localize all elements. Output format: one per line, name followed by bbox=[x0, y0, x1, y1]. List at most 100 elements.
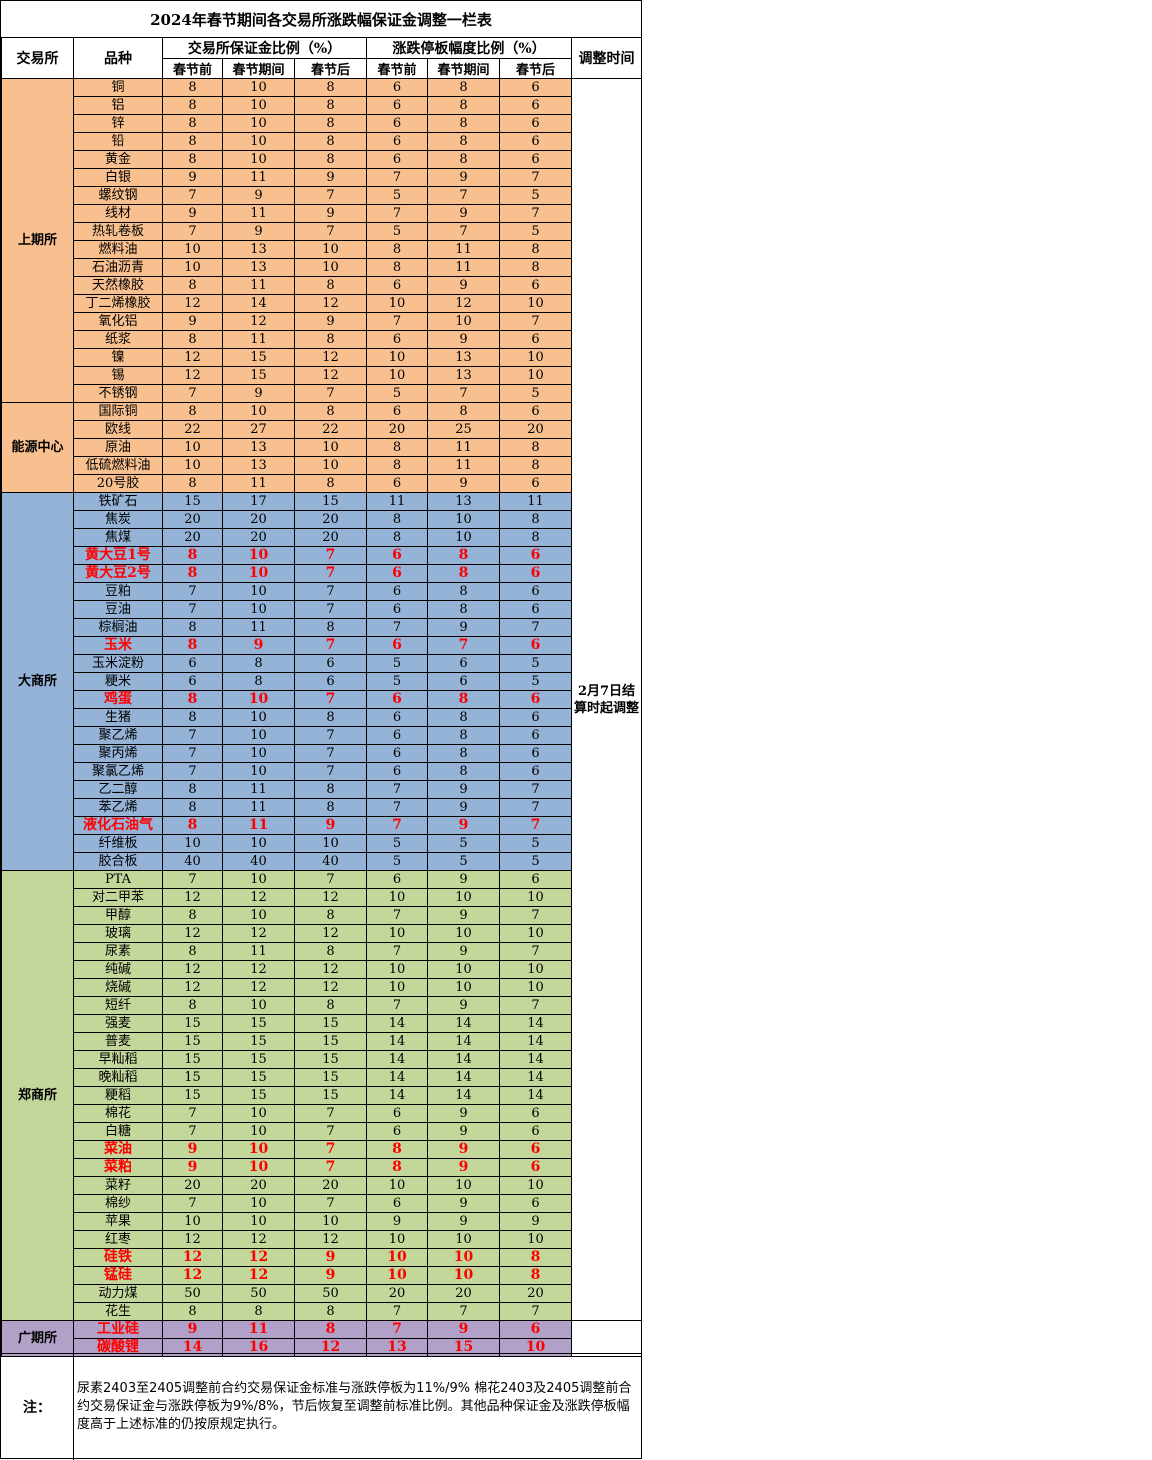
limit-value-cell: 7 bbox=[499, 618, 572, 637]
limit-value-cell: 8 bbox=[427, 600, 500, 619]
limit-value-cell: 10 bbox=[366, 978, 428, 997]
variety-cell: 镍 bbox=[73, 348, 163, 367]
margin-value-cell: 20 bbox=[294, 528, 367, 547]
margin-value-cell: 11 bbox=[222, 168, 295, 187]
margin-value-cell: 20 bbox=[162, 528, 223, 547]
limit-value-cell: 9 bbox=[427, 618, 500, 637]
limit-value-cell: 10 bbox=[427, 510, 500, 529]
limit-value-cell: 13 bbox=[427, 348, 500, 367]
margin-value-cell: 8 bbox=[294, 402, 367, 421]
variety-cell: 国际铜 bbox=[73, 402, 163, 421]
margin-value-cell: 15 bbox=[294, 1068, 367, 1087]
margin-value-cell: 9 bbox=[294, 312, 367, 331]
margin-value-cell: 12 bbox=[222, 1248, 295, 1267]
limit-value-cell: 9 bbox=[427, 1212, 500, 1231]
table-row: 20号胶 8 11 8 6 9 6 bbox=[2, 474, 642, 493]
margin-value-cell: 9 bbox=[162, 312, 223, 331]
margin-value-cell: 8 bbox=[294, 96, 367, 115]
margin-value-cell: 10 bbox=[222, 1158, 295, 1177]
margin-value-cell: 9 bbox=[222, 636, 295, 655]
limit-value-cell: 9 bbox=[427, 474, 500, 493]
margin-value-cell: 12 bbox=[294, 960, 367, 979]
limit-value-cell: 9 bbox=[427, 1104, 500, 1123]
margin-value-cell: 15 bbox=[222, 1014, 295, 1033]
limit-value-cell: 6 bbox=[499, 744, 572, 763]
header-margin-group: 交易所保证金比例（%） bbox=[162, 37, 367, 59]
table-row: 粳米 6 8 6 5 6 5 bbox=[2, 672, 642, 691]
limit-value-cell: 7 bbox=[499, 906, 572, 925]
margin-value-cell: 10 bbox=[294, 258, 367, 277]
margin-value-cell: 7 bbox=[294, 636, 367, 655]
limit-value-cell: 10 bbox=[499, 366, 572, 385]
header-limit-before: 春节前 bbox=[366, 58, 428, 79]
margin-value-cell: 20 bbox=[222, 1176, 295, 1195]
header-limit-after: 春节后 bbox=[499, 58, 572, 79]
limit-value-cell: 5 bbox=[366, 672, 428, 691]
variety-cell: 动力煤 bbox=[73, 1284, 163, 1303]
limit-value-cell: 7 bbox=[427, 1302, 500, 1321]
margin-value-cell: 6 bbox=[162, 654, 223, 673]
margin-value-cell: 12 bbox=[162, 1248, 223, 1267]
limit-value-cell: 6 bbox=[366, 600, 428, 619]
limit-value-cell: 6 bbox=[427, 672, 500, 691]
margin-value-cell: 8 bbox=[162, 96, 223, 115]
margin-value-cell: 10 bbox=[222, 1122, 295, 1141]
limit-value-cell: 20 bbox=[366, 1284, 428, 1303]
limit-value-cell: 9 bbox=[427, 870, 500, 889]
margin-value-cell: 9 bbox=[162, 1320, 223, 1339]
margin-value-cell: 7 bbox=[162, 1194, 223, 1213]
table-row: 线材 9 11 9 7 9 7 bbox=[2, 204, 642, 223]
limit-value-cell: 6 bbox=[499, 114, 572, 133]
limit-value-cell: 15 bbox=[427, 1338, 500, 1357]
limit-value-cell: 11 bbox=[366, 492, 428, 511]
margin-value-cell: 15 bbox=[162, 492, 223, 511]
limit-value-cell: 6 bbox=[499, 546, 572, 565]
margin-value-cell: 7 bbox=[162, 1122, 223, 1141]
limit-value-cell: 10 bbox=[366, 1248, 428, 1267]
limit-value-cell: 10 bbox=[499, 888, 572, 907]
limit-value-cell: 6 bbox=[366, 1122, 428, 1141]
table-row: 花生 8 8 8 7 7 7 bbox=[2, 1302, 642, 1321]
limit-value-cell: 7 bbox=[366, 168, 428, 187]
table-row: 普麦 15 15 15 14 14 14 bbox=[2, 1032, 642, 1051]
margin-value-cell: 8 bbox=[222, 672, 295, 691]
limit-value-cell: 6 bbox=[499, 762, 572, 781]
limit-value-cell: 6 bbox=[499, 78, 572, 97]
variety-cell: PTA bbox=[73, 870, 163, 889]
limit-value-cell: 6 bbox=[499, 330, 572, 349]
margin-value-cell: 9 bbox=[162, 204, 223, 223]
limit-value-cell: 6 bbox=[366, 546, 428, 565]
table-row: 棉花 7 10 7 6 9 6 bbox=[2, 1104, 642, 1123]
limit-value-cell: 8 bbox=[427, 150, 500, 169]
limit-value-cell: 8 bbox=[499, 1248, 572, 1267]
limit-value-cell: 7 bbox=[499, 204, 572, 223]
limit-value-cell: 6 bbox=[366, 636, 428, 655]
limit-value-cell: 10 bbox=[499, 924, 572, 943]
header-limit-during: 春节期间 bbox=[427, 58, 500, 79]
limit-value-cell: 6 bbox=[366, 1104, 428, 1123]
limit-value-cell: 7 bbox=[499, 1302, 572, 1321]
limit-value-cell: 14 bbox=[499, 1068, 572, 1087]
limit-value-cell: 5 bbox=[366, 852, 428, 871]
margin-value-cell: 10 bbox=[222, 870, 295, 889]
table-row: 铝 8 10 8 6 8 6 bbox=[2, 96, 642, 115]
margin-value-cell: 8 bbox=[162, 78, 223, 97]
margin-value-cell: 15 bbox=[162, 1032, 223, 1051]
limit-value-cell: 6 bbox=[366, 276, 428, 295]
margin-value-cell: 12 bbox=[294, 888, 367, 907]
table-row: 锰硅 12 12 9 10 10 8 bbox=[2, 1266, 642, 1285]
exchange-cell: 上期所 bbox=[1, 78, 74, 403]
variety-cell: 普麦 bbox=[73, 1032, 163, 1051]
table-row: 菜油 9 10 7 8 9 6 bbox=[2, 1140, 642, 1159]
limit-value-cell: 8 bbox=[366, 438, 428, 457]
table-row: 原油 10 13 10 8 11 8 bbox=[2, 438, 642, 457]
limit-value-cell: 5 bbox=[427, 834, 500, 853]
limit-value-cell: 6 bbox=[499, 150, 572, 169]
margin-value-cell: 15 bbox=[162, 1086, 223, 1105]
margin-value-cell: 10 bbox=[222, 546, 295, 565]
limit-value-cell: 7 bbox=[499, 996, 572, 1015]
limit-value-cell: 9 bbox=[427, 1122, 500, 1141]
table-row: 广期所 工业硅 9 11 8 7 9 6 bbox=[1, 1320, 642, 1357]
limit-value-cell: 10 bbox=[427, 924, 500, 943]
limit-value-cell: 5 bbox=[366, 222, 428, 241]
